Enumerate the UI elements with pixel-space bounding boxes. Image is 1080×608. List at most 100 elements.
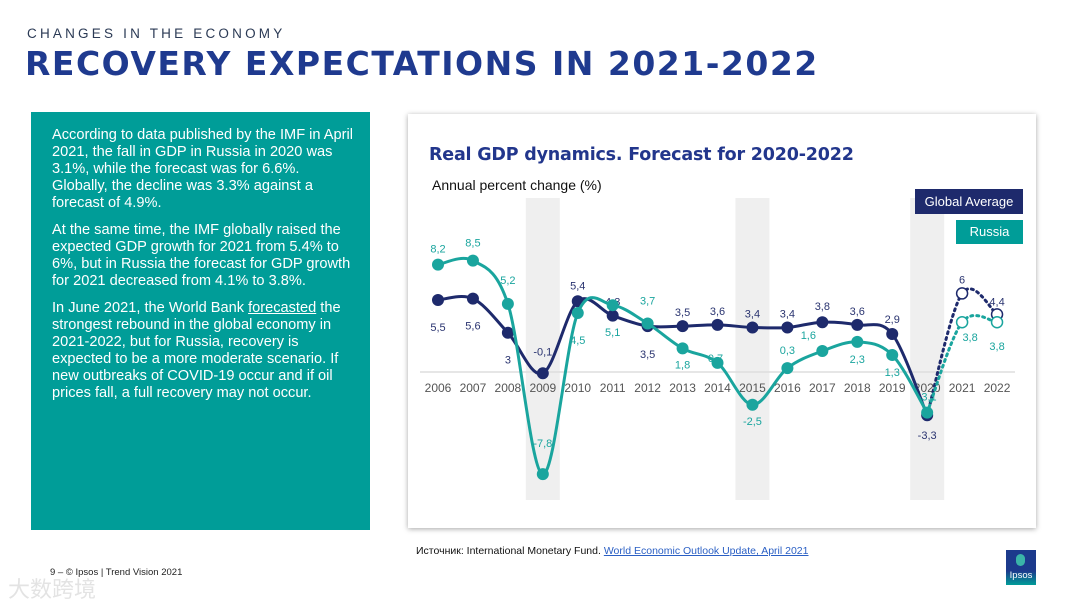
russia-data-label: 2,3 <box>850 354 865 366</box>
global-average-data-label: 2,9 <box>885 314 900 326</box>
x-tick-label: 2010 <box>564 381 591 395</box>
section-kicker: CHANGES IN THE ECONOMY <box>27 26 286 41</box>
russia-point <box>816 345 829 358</box>
summary-paragraph-1: According to data published by the IMF i… <box>52 127 353 211</box>
global-average-point <box>676 320 689 333</box>
text: the strongest rebound in the global econ… <box>52 300 341 401</box>
summary-paragraph-3: In June 2021, the World Bank forecasted … <box>52 300 356 402</box>
russia-point <box>571 307 584 320</box>
russia-data-label: 8,5 <box>465 238 480 250</box>
x-tick-label: 2015 <box>739 381 766 395</box>
russia-data-label: 1,6 <box>801 330 816 342</box>
gdp-line-chart: 2006 2007 2008 2009 2010 2011 2012 2013 2014 2015… <box>420 198 1015 500</box>
footer: 9 – © Ipsos | Trend Vision 2021 <box>50 567 183 578</box>
russia-point <box>921 406 934 419</box>
global-average-data-label: 5,4 <box>570 280 585 292</box>
summary-panel: According to data published by the IMF i… <box>31 112 370 530</box>
global-average-data-label: 4,4 <box>989 296 1004 308</box>
x-tick-label: 2019 <box>879 381 906 395</box>
global-average-forecast-line <box>925 287 999 417</box>
russia-point <box>466 254 479 267</box>
global-average-data-label: 3,4 <box>745 308 760 320</box>
russia-data-label: 1,3 <box>885 367 900 379</box>
russia-data-label: 5,1 <box>605 327 620 339</box>
ipsos-logo: Ipsos <box>1006 550 1036 585</box>
x-tick-label: 2017 <box>809 381 836 395</box>
text: In June 2021, the World Bank <box>52 300 249 316</box>
x-tick-label: 2018 <box>844 381 871 395</box>
global-average-data-label: -3,3 <box>918 430 937 442</box>
russia-point <box>676 342 689 355</box>
source-link[interactable]: World Economic Outlook Update, April 202… <box>603 545 809 557</box>
russia-point <box>711 356 724 369</box>
legend-global-average: Global Average <box>915 189 1023 214</box>
russia-data-label: 8,2 <box>430 244 445 256</box>
global-average-data-label: 6 <box>959 274 965 286</box>
logo-mark <box>1016 554 1025 566</box>
global-average-point <box>536 367 549 380</box>
x-tick-label: 2011 <box>600 381 626 395</box>
highlight-band-2015 <box>735 198 770 500</box>
global-average-data-label: -0,1 <box>533 346 552 358</box>
legend-russia: Russia <box>956 220 1023 244</box>
russia-data-label: 1,8 <box>675 359 690 371</box>
x-tick-label: 2008 <box>495 381 522 395</box>
global-average-point <box>466 292 479 305</box>
russia-point <box>955 315 969 329</box>
russia-data-label: 3,8 <box>962 332 977 344</box>
global-average-point <box>711 318 724 331</box>
x-tick-label: 2009 <box>529 381 556 395</box>
x-tick-label: 2022 <box>984 381 1011 395</box>
global-average-point <box>501 326 514 339</box>
page-title: RECOVERY EXPECTATIONS IN 2021-2022 <box>25 44 819 83</box>
forecasted-link[interactable]: forecasted <box>248 300 317 316</box>
global-average-data-label: 3,6 <box>850 306 865 318</box>
highlight-band-2009 <box>525 198 560 500</box>
x-tick-label: 2016 <box>774 381 801 395</box>
global-average-data-label: 5,5 <box>430 322 445 334</box>
x-tick-label: 2007 <box>460 381 487 395</box>
global-average-data-label: 5,6 <box>465 321 480 333</box>
global-average-data-label: 3,5 <box>640 349 655 361</box>
highlight-band-2020 <box>910 198 945 500</box>
x-tick-label: 2021 <box>949 381 976 395</box>
russia-point <box>641 317 654 330</box>
global-average-point <box>781 321 794 334</box>
global-average-point <box>851 318 864 331</box>
chart-y-label: Annual percent change (%) <box>432 177 602 193</box>
russia-data-label: 3,8 <box>989 341 1004 353</box>
russia-point <box>746 398 759 411</box>
russia-data-label: 4,5 <box>570 335 585 347</box>
x-tick-label: 2012 <box>634 381 661 395</box>
russia-point <box>781 362 794 375</box>
russia-data-label: 0,7 <box>708 353 723 365</box>
chart-card: Real GDP dynamics. Forecast for 2020-202… <box>408 114 1036 528</box>
global-average-point <box>886 328 899 341</box>
global-average-data-label: 3,4 <box>780 308 795 320</box>
global-average-point <box>955 287 969 300</box>
russia-data-label: -2,5 <box>743 416 762 428</box>
russia-point <box>536 468 549 481</box>
russia-point <box>432 258 444 271</box>
russia-point <box>886 348 899 361</box>
russia-data-label: 3,7 <box>640 296 655 308</box>
russia-data-label: 5,2 <box>500 275 515 287</box>
russia-line <box>437 256 929 476</box>
x-tick-label: 2006 <box>425 381 452 395</box>
russia-point <box>501 297 514 310</box>
global-average-data-label: 3,8 <box>815 301 830 313</box>
russia-data-label: -7,8 <box>533 438 552 450</box>
russia-point <box>990 315 1004 329</box>
russia-point <box>606 299 619 312</box>
global-average-data-label: 3 <box>505 355 511 367</box>
watermark: 大数跨境 <box>8 577 97 602</box>
source-text: Источник: International Monetary Fund. <box>416 545 604 557</box>
global-average-point <box>606 309 619 322</box>
logo-text: Ipsos <box>1009 570 1033 581</box>
global-average-data-label: 3,5 <box>675 307 690 319</box>
summary-paragraph-2: At the same time, the IMF globally raise… <box>52 222 351 289</box>
chart-title: Real GDP dynamics. Forecast for 2020-202… <box>429 145 854 165</box>
global-average-point <box>816 316 829 329</box>
x-tick-label: 2014 <box>704 381 731 395</box>
source-note: Источник: International Monetary Fund. W… <box>416 545 809 557</box>
